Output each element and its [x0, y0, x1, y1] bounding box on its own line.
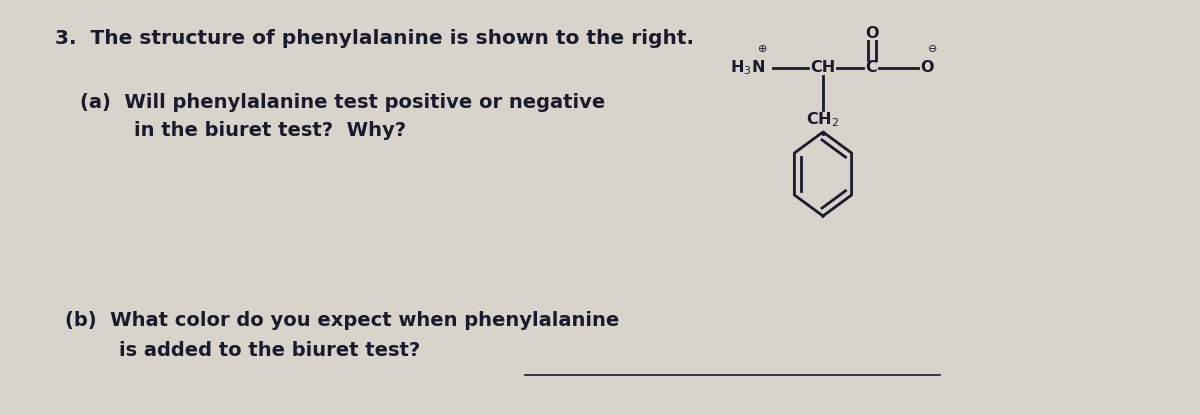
Text: CH$_2$: CH$_2$: [806, 111, 840, 129]
Text: (a)  Will phenylalanine test positive or negative: (a) Will phenylalanine test positive or …: [80, 93, 605, 112]
Text: C: C: [865, 61, 877, 76]
Text: H$_3$N: H$_3$N: [730, 59, 766, 77]
Text: in the biuret test?  Why?: in the biuret test? Why?: [80, 120, 406, 139]
Text: $\oplus$: $\oplus$: [757, 42, 767, 54]
Text: $\ominus$: $\ominus$: [926, 42, 937, 54]
Text: O: O: [920, 61, 934, 76]
Text: 3.  The structure of phenylalanine is shown to the right.: 3. The structure of phenylalanine is sho…: [55, 29, 694, 47]
Text: O: O: [865, 25, 878, 41]
Text: is added to the biuret test?: is added to the biuret test?: [65, 340, 420, 359]
Text: (b)  What color do you expect when phenylalanine: (b) What color do you expect when phenyl…: [65, 310, 619, 330]
Text: CH: CH: [810, 61, 835, 76]
